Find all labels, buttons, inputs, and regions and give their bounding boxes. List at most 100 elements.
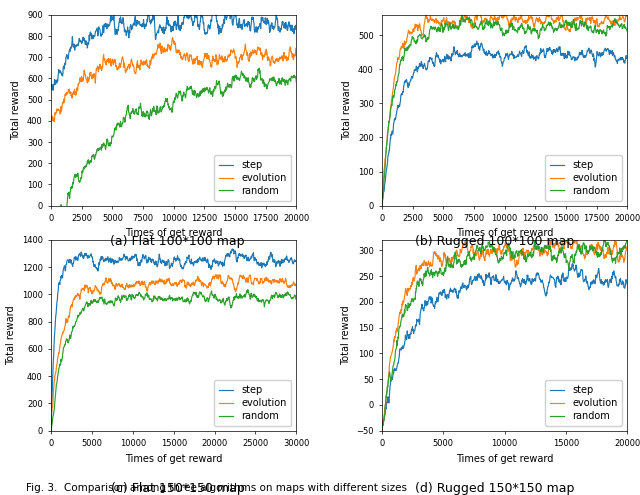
Text: (b) Rugged 100*100 map: (b) Rugged 100*100 map [415, 235, 574, 248]
Text: (d) Rugged 150*150 map: (d) Rugged 150*150 map [415, 483, 574, 495]
step [292, 22, 300, 28]
random [47, 428, 55, 434]
Legend: step, evolution, random: step, evolution, random [214, 155, 291, 201]
Legend: step, evolution, random: step, evolution, random [545, 380, 622, 426]
evolution [47, 414, 55, 420]
random [378, 428, 386, 434]
step [378, 428, 386, 434]
evolution [234, 283, 241, 289]
Legend: step, evolution, random: step, evolution, random [214, 380, 291, 426]
evolution [378, 428, 386, 434]
step [196, 19, 204, 25]
random [394, 79, 401, 85]
Line: evolution: evolution [51, 275, 296, 417]
evolution [520, 250, 528, 256]
evolution [564, 240, 572, 246]
step [63, 52, 70, 58]
Line: random: random [382, 238, 627, 431]
Y-axis label: Total reward: Total reward [340, 305, 351, 365]
evolution [259, 280, 266, 286]
random [589, 30, 597, 36]
random [394, 343, 401, 348]
X-axis label: Times of get reward: Times of get reward [456, 229, 554, 239]
random [62, 207, 70, 213]
step [473, 38, 481, 44]
Line: random: random [51, 290, 296, 431]
Line: random: random [51, 68, 296, 227]
evolution [292, 46, 300, 52]
random [521, 31, 529, 37]
evolution [527, 13, 534, 19]
evolution [292, 282, 300, 288]
evolution [196, 60, 204, 66]
evolution [589, 248, 597, 254]
evolution [47, 114, 55, 120]
step [204, 28, 211, 34]
random [623, 235, 631, 241]
Line: step: step [382, 41, 627, 205]
Text: (a) Flat 100*100 map: (a) Flat 100*100 map [110, 235, 244, 248]
step [196, 255, 204, 261]
random [292, 79, 300, 85]
Line: step: step [382, 264, 627, 431]
random [458, 12, 466, 18]
step [49, 87, 57, 93]
Text: (c) Flat 150*150 map: (c) Flat 150*150 map [111, 483, 244, 495]
random [292, 296, 300, 301]
evolution [394, 59, 401, 65]
Y-axis label: Total reward: Total reward [342, 80, 353, 140]
evolution [623, 8, 631, 14]
step [234, 21, 241, 27]
step [234, 257, 241, 263]
step [47, 86, 55, 92]
X-axis label: Times of get reward: Times of get reward [125, 229, 223, 239]
random [189, 90, 197, 96]
evolution [378, 202, 386, 208]
evolution [534, 247, 542, 253]
Line: evolution: evolution [51, 38, 296, 122]
step [534, 55, 542, 61]
step [259, 14, 267, 20]
random [378, 202, 386, 208]
step [394, 363, 401, 369]
step [394, 107, 401, 113]
random [520, 254, 528, 260]
random [233, 76, 241, 82]
evolution [534, 17, 542, 23]
random [259, 297, 266, 303]
Line: random: random [382, 15, 627, 205]
evolution [204, 285, 211, 291]
random [623, 28, 631, 34]
random [189, 289, 197, 295]
Text: Fig. 3.  Comparison among three algorithms on maps with different sizes: Fig. 3. Comparison among three algorithm… [26, 483, 406, 493]
evolution [212, 272, 220, 278]
Line: step: step [51, 7, 296, 90]
step [204, 256, 211, 262]
random [196, 290, 204, 296]
evolution [190, 57, 198, 63]
step [62, 261, 70, 267]
Y-axis label: Total reward: Total reward [12, 80, 21, 140]
evolution [527, 250, 534, 256]
step [211, 4, 218, 10]
random [47, 224, 55, 230]
random [259, 76, 266, 82]
evolution [564, 27, 572, 33]
random [564, 260, 572, 266]
step [521, 44, 529, 50]
step [229, 246, 237, 252]
evolution [51, 119, 58, 125]
X-axis label: Times of get reward: Times of get reward [125, 453, 223, 463]
random [534, 34, 542, 40]
step [534, 271, 542, 277]
step [527, 54, 535, 60]
evolution [520, 20, 528, 26]
evolution [169, 35, 177, 41]
Line: step: step [51, 249, 296, 431]
step [623, 280, 631, 286]
Y-axis label: Total reward: Total reward [6, 305, 16, 365]
random [534, 243, 542, 249]
random [196, 90, 204, 96]
random [62, 338, 70, 344]
evolution [623, 244, 631, 250]
